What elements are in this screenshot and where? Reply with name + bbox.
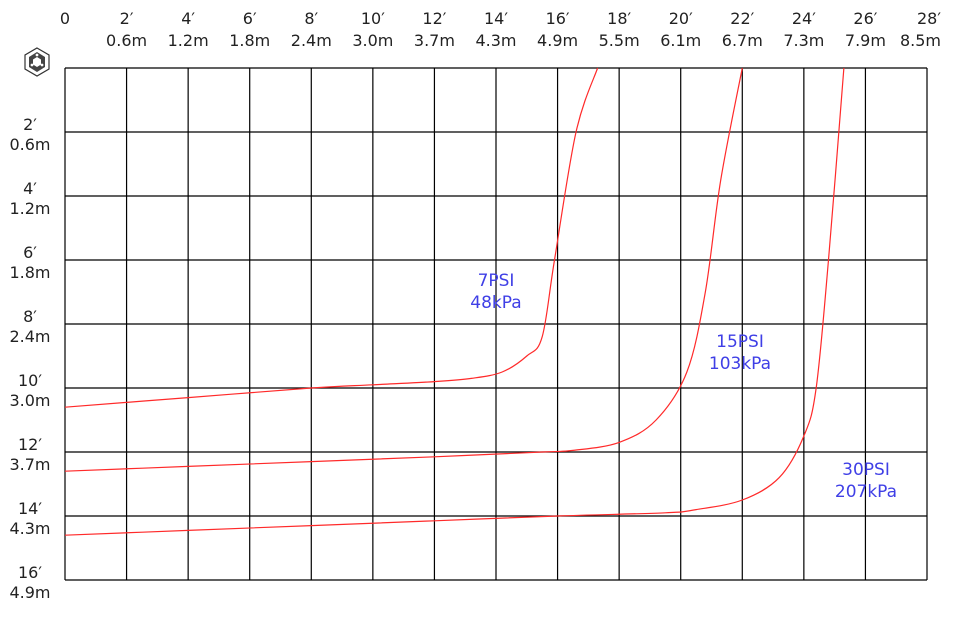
curve-label-kpa: 207kPa (835, 482, 897, 502)
pressure-curve-2 (64, 67, 743, 472)
pressure-curves (64, 67, 845, 536)
y-tick-label-ft: 6′ (23, 243, 37, 262)
x-tick-label-m: 2.4m (291, 31, 332, 50)
curve-label-kpa: 103kPa (709, 354, 771, 374)
y-tick-label-ft: 4′ (23, 179, 37, 198)
y-tick-label-ft: 10′ (18, 371, 42, 390)
x-tick-label-ft: 16′ (546, 9, 570, 28)
x-tick-label-ft: 18′ (607, 9, 631, 28)
x-tick-label-ft: 22′ (730, 9, 754, 28)
x-tick-label-ft: 10′ (361, 9, 385, 28)
y-tick-label-m: 4.3m (9, 519, 50, 538)
y-tick-label-m: 2.4m (9, 327, 50, 346)
curve-label-kpa: 48kPa (470, 293, 521, 313)
x-tick-label-ft: 8′ (304, 9, 318, 28)
y-tick-label-m: 0.6m (9, 135, 50, 154)
x-tick-label-ft: 2′ (120, 9, 134, 28)
x-tick-label-m: 4.9m (537, 31, 578, 50)
x-tick-label-ft: 6′ (243, 9, 257, 28)
x-axis-ticks: 0 2′ 0.6m 4′ 1.2m 6′ 1.8m 8′ 2.4m 10′ 3.0m 12′ 3.7m 1… (60, 9, 941, 50)
x-tick-label-ft: 20′ (669, 9, 693, 28)
curve-label-psi: 7PSI (478, 271, 515, 291)
x-tick-label-m: 7.3m (783, 31, 824, 50)
x-tick-label-m: 1.2m (168, 31, 209, 50)
x-tick-label-ft: 12′ (422, 9, 446, 28)
x-tick-label-m: 4.3m (475, 31, 516, 50)
x-tick-label-m: 3.7m (414, 31, 455, 50)
grid (64, 67, 928, 581)
x-tick-label-m: 8.5m (900, 31, 941, 50)
y-tick-label-m: 1.8m (9, 263, 50, 282)
x-tick-label-m: 6.7m (722, 31, 763, 50)
x-tick-label-ft: 14′ (484, 9, 508, 28)
y-tick-label-m: 3.7m (9, 455, 50, 474)
y-tick-label-ft: 2′ (23, 115, 37, 134)
x-tick-label-m: 6.1m (660, 31, 701, 50)
x-tick-label-m: 5.5m (599, 31, 640, 50)
y-tick-label-ft: 14′ (18, 499, 42, 518)
pressure-curve-3 (64, 67, 845, 536)
y-tick-label-m: 1.2m (9, 199, 50, 218)
x-tick-label-m: 1.8m (229, 31, 270, 50)
pressure-curve-1 (64, 67, 599, 408)
x-tick-label-m: 3.0m (352, 31, 393, 50)
y-tick-label-ft: 16′ (18, 563, 42, 582)
y-tick-label-ft: 8′ (23, 307, 37, 326)
y-axis-ticks: 2′0.6m 4′1.2m 6′1.8m 8′2.4m 10′3.0m 12′3.7m 14… (9, 115, 50, 602)
x-tick-label-ft: 0 (60, 9, 70, 28)
x-tick-label-ft: 4′ (181, 9, 195, 28)
y-tick-label-ft: 12′ (18, 435, 42, 454)
x-tick-label-m: 0.6m (106, 31, 147, 50)
logo-icon (24, 47, 50, 77)
y-tick-label-m: 3.0m (9, 391, 50, 410)
x-tick-label-ft: 24′ (792, 9, 816, 28)
x-tick-label-m: 7.9m (845, 31, 886, 50)
x-tick-label-ft: 26′ (853, 9, 877, 28)
x-tick-label-ft: 28′ (917, 9, 941, 28)
curve-label-psi: 15PSI (716, 332, 764, 352)
curve-label-psi: 30PSI (842, 460, 890, 480)
y-tick-label-m: 4.9m (9, 583, 50, 602)
